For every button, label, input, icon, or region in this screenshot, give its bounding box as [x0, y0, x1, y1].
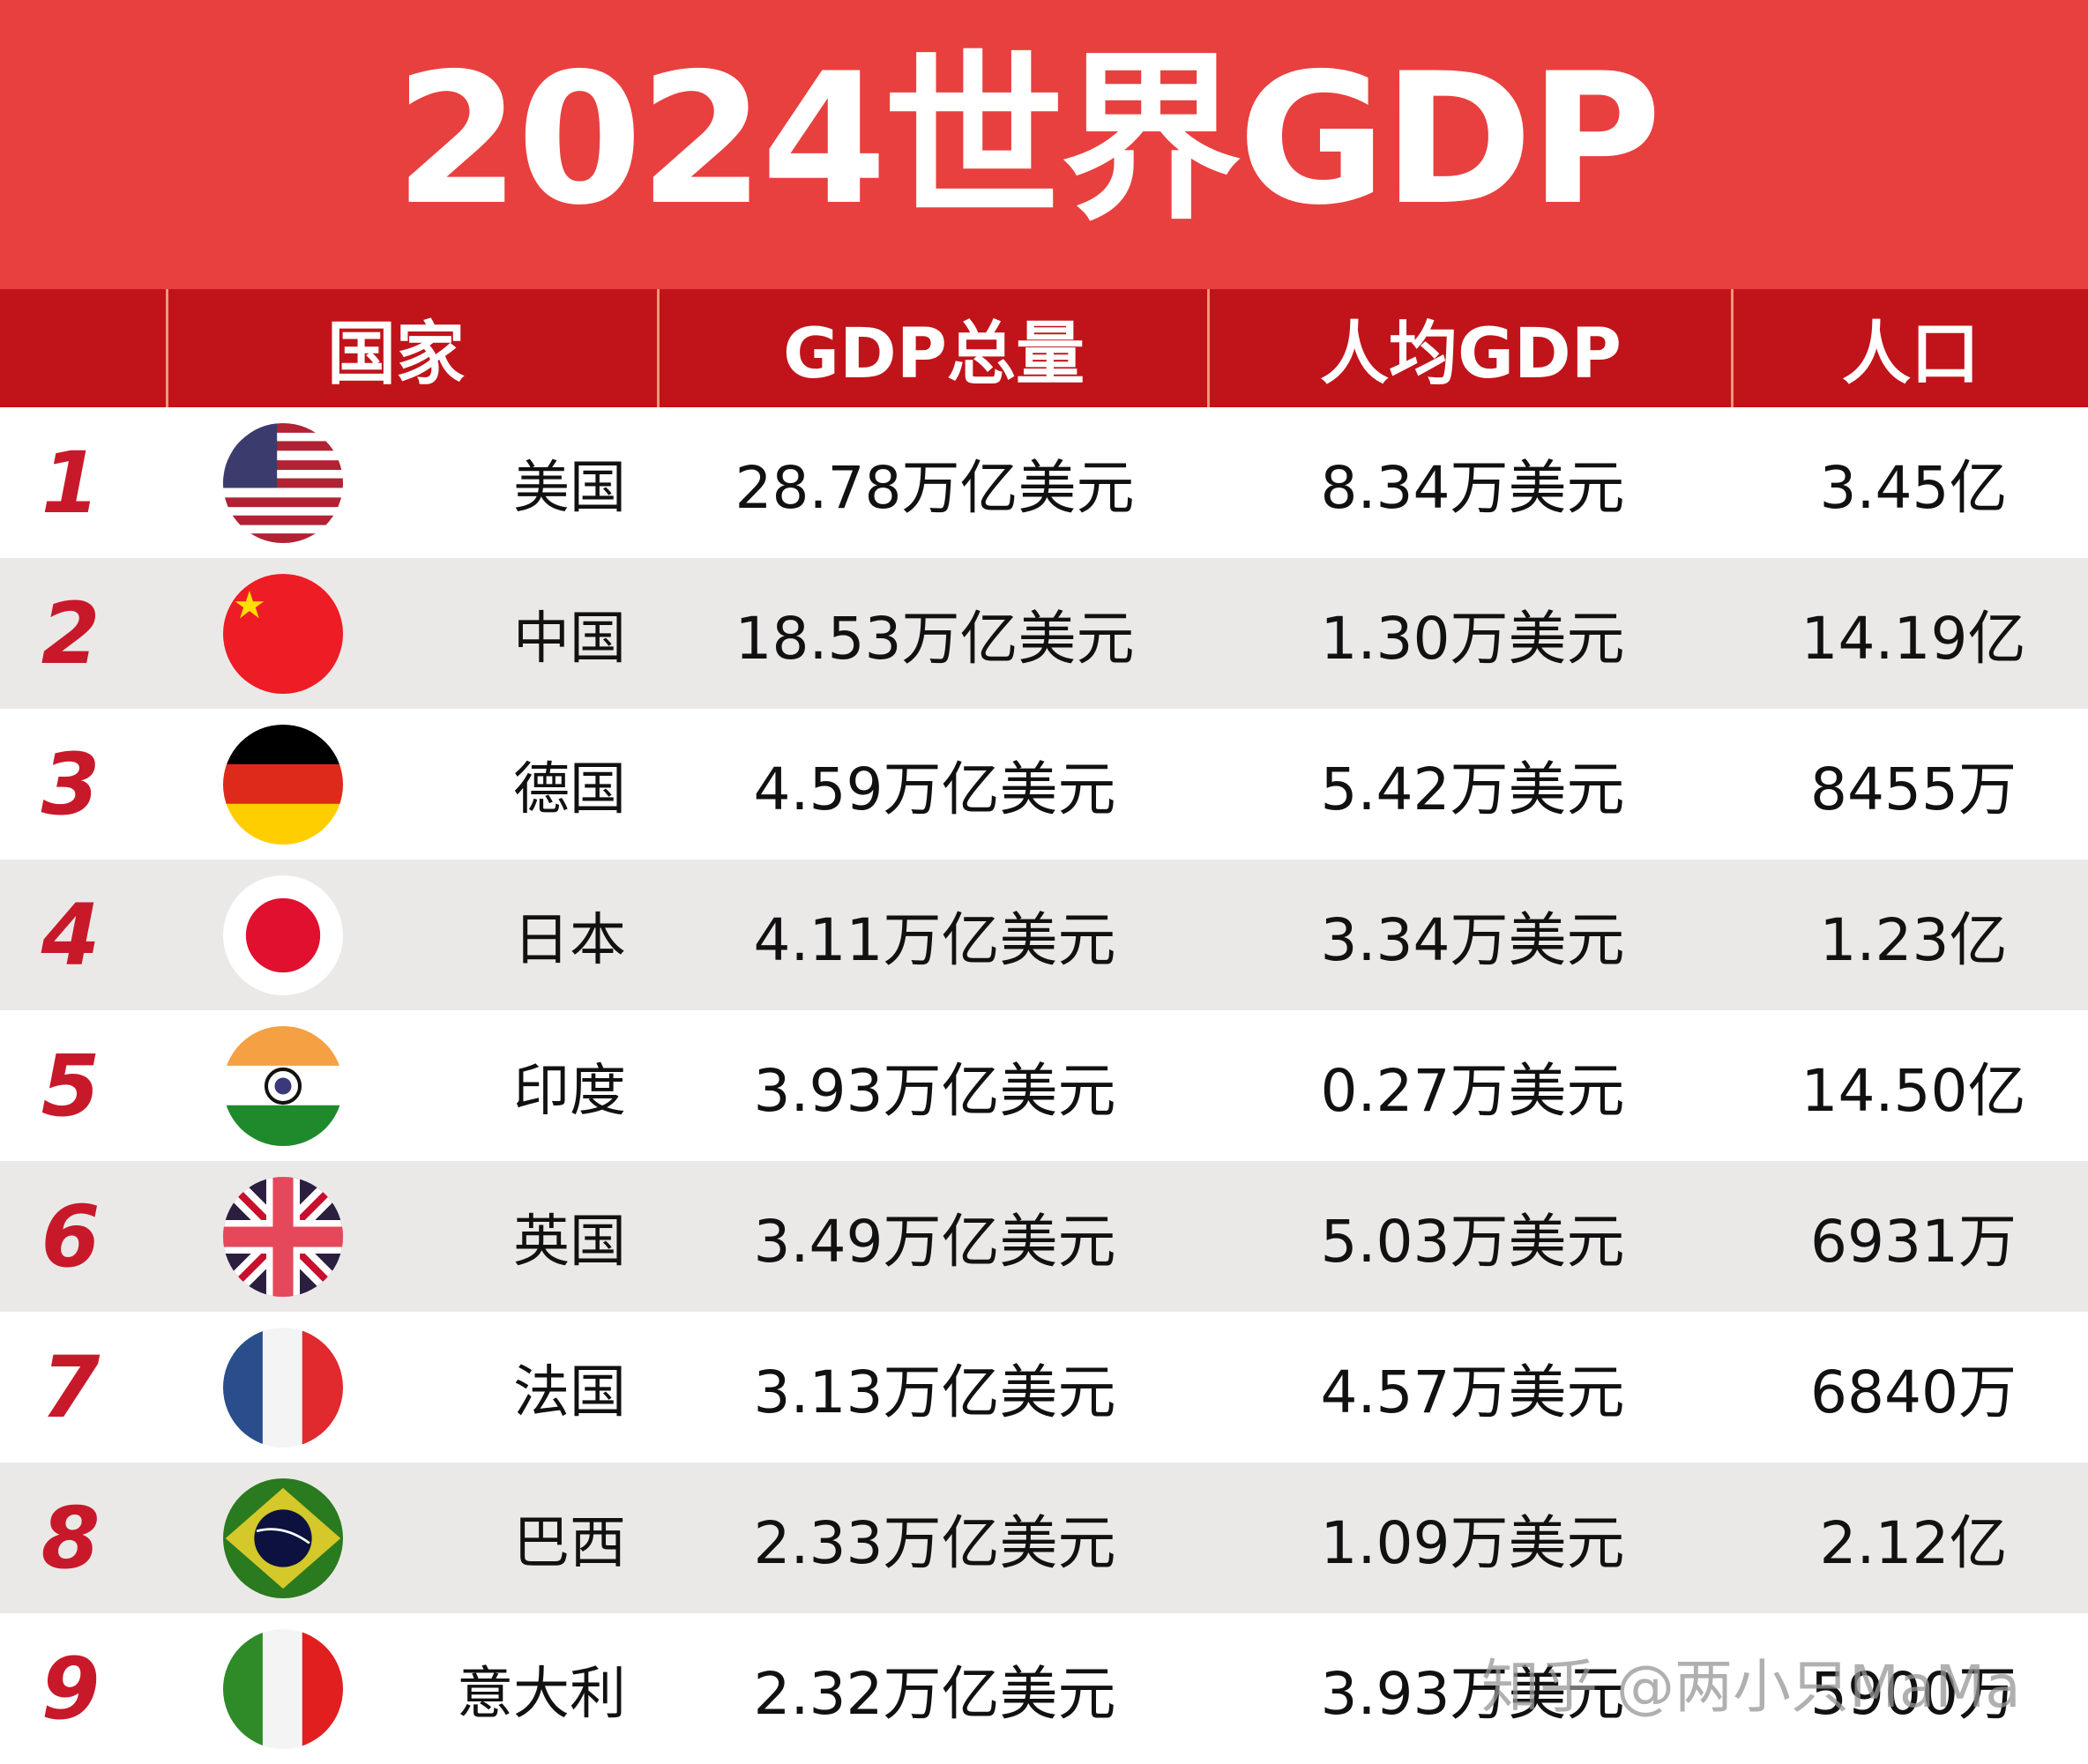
italy-flag-icon [223, 1629, 343, 1749]
header-divider [1731, 289, 1734, 407]
gdp-total: 2.33万亿美元 [753, 1508, 1116, 1577]
header-population: 人口 [1841, 315, 1980, 394]
germany-flag-icon [223, 725, 343, 845]
population: 14.50亿 [1801, 1056, 2026, 1125]
country-name: 美国 [513, 455, 626, 521]
usa-flag-icon [223, 423, 343, 543]
gdp-total: 2.32万亿美元 [753, 1659, 1116, 1728]
gdp-total: 4.11万亿美元 [753, 905, 1116, 974]
rank: 5 [41, 1036, 101, 1135]
gdp-per-capita: 4.57万美元 [1320, 1358, 1625, 1426]
table-row: 4 日本 4.11万亿美元 3.34万美元 1.23亿 [0, 860, 2088, 1010]
brazil-flag-icon [223, 1478, 343, 1598]
gdp-per-capita: 1.30万美元 [1320, 604, 1625, 673]
population: 6931万 [1810, 1207, 2017, 1276]
france-flag-icon [223, 1328, 343, 1448]
header-country: 国家 [327, 315, 466, 394]
table-row: 7 法国 3.13万亿美元 4.57万美元 6840万 [0, 1312, 2088, 1463]
table-row: 5 印度 3.93万亿美元 0.27万美元 14.50亿 [0, 1010, 2088, 1161]
gdp-total: 3.93万亿美元 [753, 1056, 1116, 1125]
gdp-total: 28.78万亿美元 [735, 453, 1135, 522]
header-gdp-total: GDP总量 [783, 315, 1085, 394]
country-name: 德国 [513, 756, 626, 822]
gdp-per-capita: 1.09万美元 [1320, 1508, 1625, 1577]
rank: 1 [41, 433, 101, 532]
country-name: 意大利 [457, 1661, 626, 1727]
country-name: 英国 [513, 1209, 626, 1275]
country-name: 日本 [513, 907, 626, 973]
country-name: 印度 [513, 1058, 626, 1124]
population: 6840万 [1810, 1358, 2017, 1426]
india-flag-icon [223, 1026, 343, 1146]
table-row: 3 德国 4.59万亿美元 5.42万美元 8455万 [0, 709, 2088, 860]
page-title: 2024世界GDP [394, 34, 1661, 245]
population: 8455万 [1810, 755, 2017, 823]
japan-flag-icon [223, 875, 343, 995]
gdp-per-capita: 8.34万美元 [1320, 453, 1625, 522]
population: 3.45亿 [1819, 453, 2008, 522]
header-rank [0, 289, 168, 407]
header-divider [166, 289, 168, 407]
gdp-total: 18.53万亿美元 [735, 604, 1135, 673]
country-name: 法国 [513, 1359, 626, 1425]
population: 5900万 [1810, 1659, 2017, 1728]
header-divider [657, 289, 660, 407]
gdp-per-capita: 3.93万美元 [1320, 1659, 1625, 1728]
population: 2.12亿 [1819, 1508, 2008, 1577]
table-body: 1 美国 28.78万亿美元 8.34万美元 3.45亿 2 中国 18.53万… [0, 407, 2088, 1764]
gdp-total: 3.13万亿美元 [753, 1358, 1116, 1426]
country-name: 中国 [513, 606, 626, 672]
gdp-per-capita: 0.27万美元 [1320, 1056, 1625, 1125]
rank: 8 [41, 1488, 101, 1588]
table-row: 8 巴西 2.33万亿美元 1.09万美元 2.12亿 [0, 1463, 2088, 1613]
china-flag-icon [223, 574, 343, 694]
rank: 7 [41, 1337, 101, 1437]
uk-flag-icon [223, 1177, 343, 1297]
table-header: 国家 GDP总量 人均GDP 人口 [0, 289, 2088, 407]
rank: 3 [41, 734, 101, 834]
watermark: 知乎 @两小只MaMa [1481, 1653, 2021, 1721]
rank: 2 [41, 584, 101, 683]
table-row: 9 意大利 2.32万亿美元 3.93万美元 5900万 [0, 1613, 2088, 1764]
gdp-per-capita: 3.34万美元 [1320, 905, 1625, 974]
population: 1.23亿 [1819, 905, 2008, 974]
header-divider [1207, 289, 1210, 407]
rank: 4 [41, 885, 101, 985]
gdp-per-capita: 5.42万美元 [1320, 755, 1625, 823]
gdp-per-capita: 5.03万美元 [1320, 1207, 1625, 1276]
gdp-total: 3.49万亿美元 [753, 1207, 1116, 1276]
header-gdp-per-capita: 人均GDP [1320, 315, 1622, 394]
table-row: 1 美国 28.78万亿美元 8.34万美元 3.45亿 [0, 407, 2088, 558]
title-band: 2024世界GDP [0, 0, 2088, 289]
population: 14.19亿 [1801, 604, 2026, 673]
table-row: 6 英国 3.49万亿美元 5.03万美元 6931万 [0, 1161, 2088, 1312]
rank: 6 [41, 1187, 101, 1286]
rank: 9 [41, 1639, 101, 1738]
country-name: 巴西 [513, 1510, 626, 1576]
table-row: 2 中国 18.53万亿美元 1.30万美元 14.19亿 [0, 558, 2088, 709]
gdp-total: 4.59万亿美元 [753, 755, 1116, 823]
